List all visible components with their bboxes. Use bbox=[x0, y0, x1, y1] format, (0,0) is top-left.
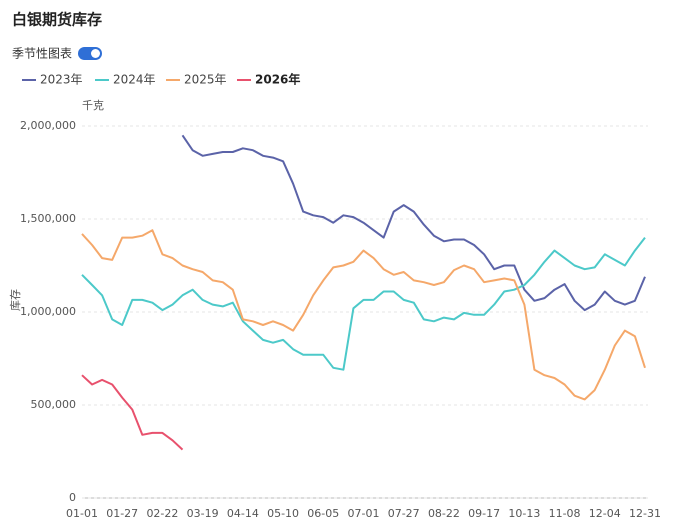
y-axis-title: 库存 bbox=[8, 289, 22, 311]
x-tick-label: 02-22 bbox=[146, 507, 178, 520]
x-tick-label: 01-01 bbox=[66, 507, 98, 520]
x-tick-label: 03-19 bbox=[187, 507, 219, 520]
x-tick-label: 05-10 bbox=[267, 507, 299, 520]
chart-title: 白银期货库存 bbox=[12, 11, 102, 29]
y-tick-label: 0 bbox=[69, 491, 76, 504]
legend-label: 2024年 bbox=[113, 73, 156, 87]
toggle[interactable] bbox=[78, 47, 102, 60]
x-tick-label: 10-13 bbox=[508, 507, 540, 520]
legend-label: 2025年 bbox=[184, 73, 227, 87]
x-tick-label: 07-01 bbox=[348, 507, 380, 520]
legend-label: 2023年 bbox=[40, 73, 83, 87]
toggle-label: 季节性图表 bbox=[12, 47, 72, 61]
x-tick-label: 11-08 bbox=[549, 507, 581, 520]
toggle-knob[interactable] bbox=[91, 49, 100, 58]
x-tick-label: 01-27 bbox=[106, 507, 138, 520]
x-tick-label: 04-14 bbox=[227, 507, 259, 520]
series-line bbox=[181, 134, 646, 312]
x-tick-label: 09-17 bbox=[468, 507, 500, 520]
y-tick-label: 500,000 bbox=[31, 398, 77, 411]
x-tick-label: 07-27 bbox=[388, 507, 420, 520]
series-line bbox=[81, 236, 646, 371]
y-tick-label: 2,000,000 bbox=[20, 119, 76, 132]
x-tick-label: 12-04 bbox=[589, 507, 621, 520]
series-line bbox=[81, 229, 646, 401]
y-unit: 千克 bbox=[82, 99, 104, 112]
series-line bbox=[81, 374, 184, 451]
legend-label: 2026年 bbox=[255, 72, 300, 87]
y-tick-label: 1,500,000 bbox=[20, 212, 76, 225]
x-tick-label: 08-22 bbox=[428, 507, 460, 520]
x-tick-label: 12-31 bbox=[629, 507, 661, 520]
y-tick-label: 1,000,000 bbox=[20, 305, 76, 318]
x-tick-label: 06-05 bbox=[307, 507, 339, 520]
